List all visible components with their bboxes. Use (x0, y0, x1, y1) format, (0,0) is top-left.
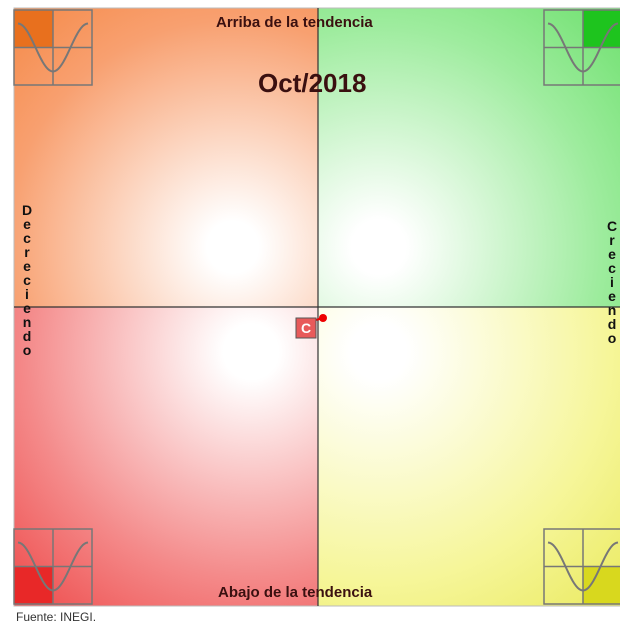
quadrant (14, 307, 318, 606)
icon-part (583, 10, 620, 48)
icon-part (17, 541, 89, 592)
icon-part (547, 22, 619, 73)
title: Oct/2018 (258, 68, 367, 98)
marker-box (295, 317, 317, 339)
source: Fuente: INEGI. (16, 610, 97, 624)
icon-part (583, 566, 620, 604)
bottom-label: Abajo de la tendencia (218, 584, 373, 601)
top-label: Arriba de la tendencia (216, 14, 373, 31)
trail (315, 317, 324, 321)
icon-part (14, 566, 53, 604)
left-label: Decreciendo (19, 202, 35, 356)
right-label: Creciendo (604, 218, 620, 344)
icon-part (17, 22, 89, 73)
quadrant (318, 307, 620, 606)
icon-part (547, 541, 619, 592)
marker-label: C (300, 320, 312, 336)
